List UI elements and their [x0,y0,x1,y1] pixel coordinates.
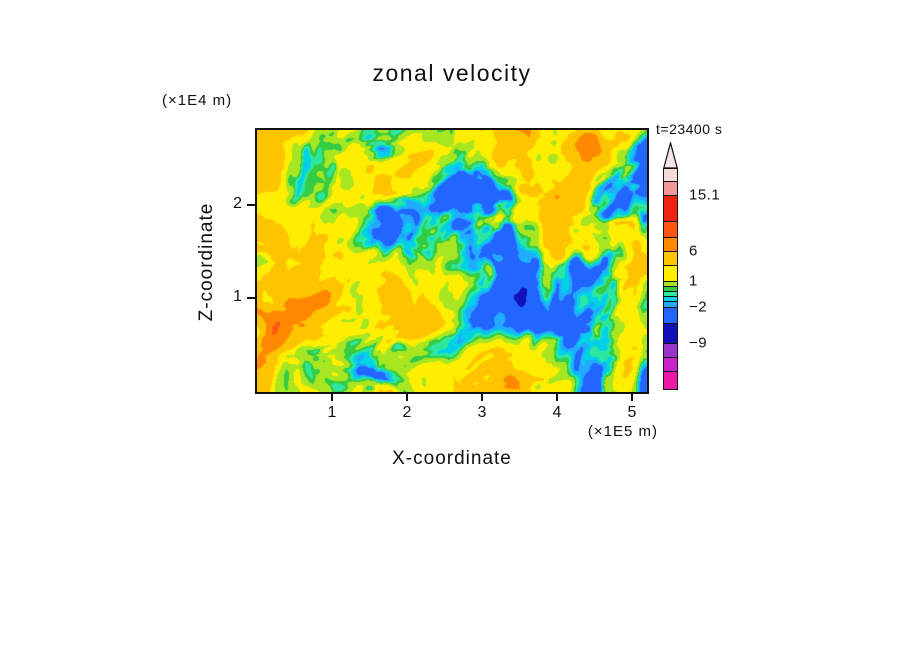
colorbar-band [663,182,678,196]
x-tick [331,394,333,401]
colorbar-band [663,252,678,266]
colorbar-band [663,292,678,297]
z-tick [247,203,255,206]
colorbar-tick-label: −2 [689,298,708,316]
heatmap-canvas [257,130,647,392]
colorbar-band [663,302,678,308]
x-axis-title: X-coordinate [392,448,512,469]
x-tick-label: 4 [552,404,562,421]
colorbar-max-arrow-icon [663,142,678,168]
x-tick [556,394,558,401]
colorbar-tick-label: −9 [689,334,708,352]
colorbar-tick-label: 15.1 [689,186,721,204]
colorbar-band [663,238,678,252]
colorbar-band [663,308,678,324]
colorbar-band [663,358,678,372]
colorbar-band [663,222,678,238]
z-tick-label: 1 [233,288,242,306]
colorbar-band [663,168,678,182]
z-tick-label: 2 [233,194,242,212]
time-annotation: t=23400 s [656,121,723,137]
z-axis-unit-label: (×1E4 m) [162,92,233,109]
plot-title: zonal velocity [372,60,532,86]
x-axis-unit-label: (×1E5 m) [587,423,658,440]
colorbar-tick-label: 1 [689,272,698,290]
x-tick [406,394,408,401]
colorbar-band [663,297,678,302]
x-tick [631,394,633,401]
colorbar-band [663,282,678,287]
x-tick [481,394,483,401]
x-tick-label: 5 [627,404,637,421]
plot-area-frame [255,128,649,394]
colorbar-band [663,324,678,344]
x-tick-label: 1 [327,404,337,421]
x-tick-label: 2 [402,404,412,421]
colorbar-band [663,344,678,358]
colorbar: 15.1 6 1 −2 −9 [663,142,753,432]
colorbar-tick-label: 6 [689,242,698,260]
colorbar-band [663,266,678,282]
z-tick [247,297,255,300]
colorbar-band [663,196,678,222]
x-tick-label: 3 [477,404,487,421]
colorbar-band [663,287,678,292]
colorbar-band [663,372,678,390]
